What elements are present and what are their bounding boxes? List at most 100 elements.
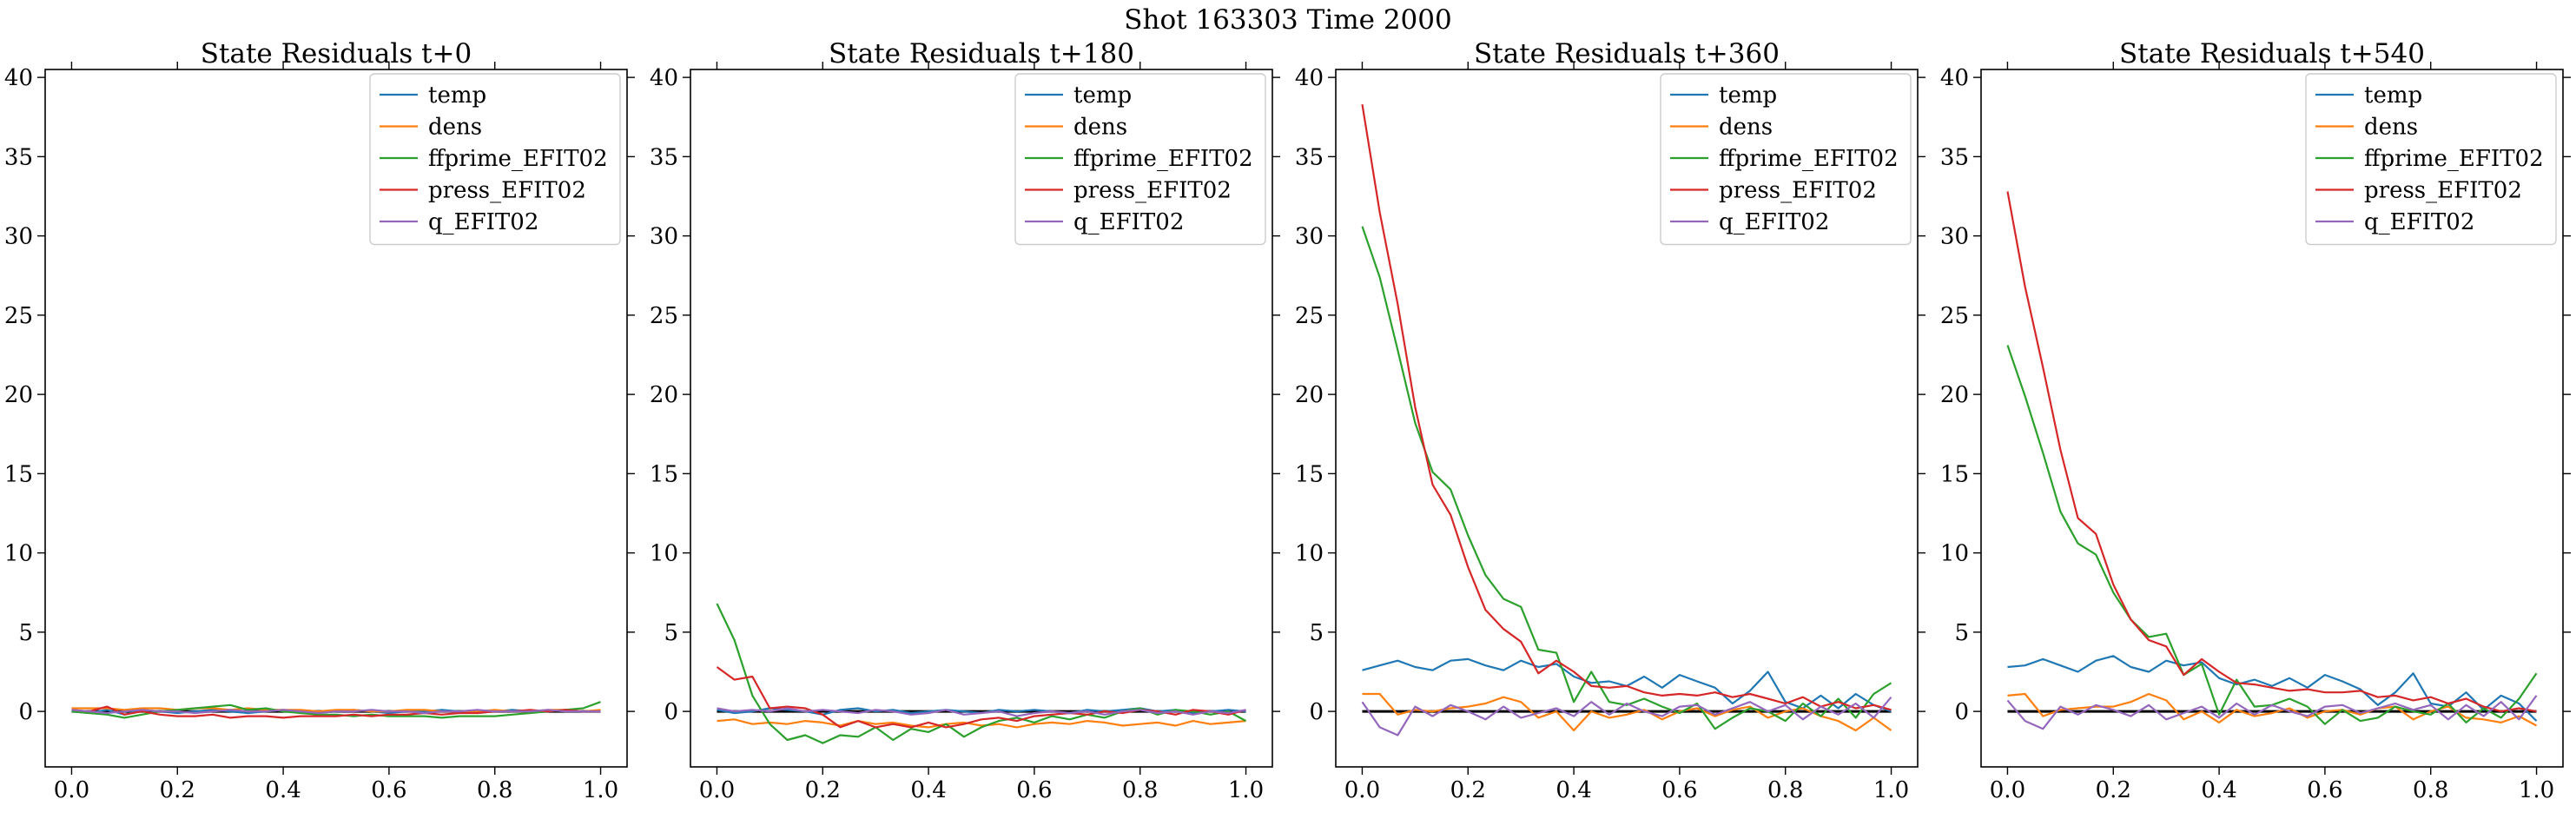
legend-frame <box>2305 73 2557 246</box>
y-tick-label: 20 <box>1295 382 1324 408</box>
legend-label-ffprime_EFIT02: ffprime_EFIT02 <box>1719 146 1899 172</box>
legend-label-press_EFIT02: press_EFIT02 <box>2364 178 2522 204</box>
y-tick-label: 35 <box>4 144 33 170</box>
x-tick-label: 0.6 <box>1661 777 1697 803</box>
y-tick-label: 20 <box>1940 382 1969 408</box>
y-tick-label: 30 <box>650 224 678 250</box>
y-tick-label: 25 <box>650 303 678 329</box>
legend: temp dens ffprime_EFIT02 press_EFIT02 q_EFIT… <box>1014 73 1266 246</box>
y-tick-label: 40 <box>4 65 33 91</box>
y-tick-label: 40 <box>1295 65 1324 91</box>
y-tick-label: 5 <box>1954 620 1969 646</box>
x-tick-label: 1.0 <box>2519 777 2554 803</box>
y-tick-label: 30 <box>1295 224 1324 250</box>
legend: temp dens ffprime_EFIT02 press_EFIT02 q_EFIT… <box>369 73 621 246</box>
series-lines <box>716 603 1247 744</box>
y-tick-label: 15 <box>1940 461 1969 487</box>
axes-frame <box>1980 69 2564 768</box>
series-lines <box>2006 191 2538 730</box>
axes-frame <box>1335 69 1919 768</box>
series-line-q_EFIT02 <box>2006 695 2538 730</box>
y-tick-label: 25 <box>1940 303 1969 329</box>
subplot-grid: State Residuals t+0 0.0 0.2 0.4 0.6 0.8 1.0 0 5 1… <box>4 38 2571 803</box>
y-tick-label: 5 <box>664 620 678 646</box>
legend: temp dens ffprime_EFIT02 press_EFIT02 q_EFIT… <box>2305 73 2557 246</box>
x-tick-label: 0.0 <box>54 777 89 803</box>
y-tick-label: 15 <box>650 461 678 487</box>
legend-label-q_EFIT02: q_EFIT02 <box>428 209 538 235</box>
subplot-title: State Residuals t+0 <box>201 38 472 69</box>
y-tick-label: 40 <box>650 65 678 91</box>
y-tick-label: 35 <box>1295 144 1324 170</box>
y-tick-label: 0 <box>1309 699 1324 725</box>
legend-label-ffprime_EFIT02: ffprime_EFIT02 <box>1073 146 1253 172</box>
series-line-ffprime_EFIT02 <box>1361 226 1892 730</box>
x-tick-label: 0.4 <box>2201 777 2236 803</box>
y-tick-label: 15 <box>4 461 33 487</box>
series-line-press_EFIT02 <box>1361 104 1892 711</box>
y-tick-label: 25 <box>4 303 33 329</box>
legend-label-temp: temp <box>2364 83 2422 109</box>
x-tick-label: 0.8 <box>2413 777 2448 803</box>
legend-label-dens: dens <box>1073 115 1127 141</box>
legend-label-q_EFIT02: q_EFIT02 <box>2364 209 2474 235</box>
x-tick-label: 0.4 <box>910 777 946 803</box>
subplot-3: State Residuals t+360 0.0 0.2 0.4 0.6 0.8 1.0 0… <box>1295 38 1925 803</box>
legend: temp dens ffprime_EFIT02 press_EFIT02 q_EFIT… <box>1660 73 1912 246</box>
subplot-title: State Residuals t+540 <box>2119 38 2425 69</box>
y-tick-label: 10 <box>1295 541 1324 567</box>
y-tick-label: 25 <box>1295 303 1324 329</box>
y-tick-label: 0 <box>1954 699 1969 725</box>
legend-label-dens: dens <box>1719 115 1773 141</box>
y-tick-label: 5 <box>18 620 33 646</box>
y-tick-label: 30 <box>1940 224 1969 250</box>
y-tick-label: 20 <box>650 382 678 408</box>
x-tick-label: 1.0 <box>1873 777 1909 803</box>
legend-label-q_EFIT02: q_EFIT02 <box>1073 209 1184 235</box>
x-tick-label: 0.2 <box>805 777 841 803</box>
legend-label-ffprime_EFIT02: ffprime_EFIT02 <box>428 146 608 172</box>
y-tick-label: 35 <box>1940 144 1969 170</box>
subplot-1: State Residuals t+0 0.0 0.2 0.4 0.6 0.8 1.0 0 5 1… <box>4 38 635 803</box>
axes-frame <box>44 69 628 768</box>
series-line-ffprime_EFIT02 <box>716 603 1247 744</box>
legend-label-press_EFIT02: press_EFIT02 <box>1719 178 1877 204</box>
series-line-q_EFIT02 <box>1361 696 1892 736</box>
y-tick-label: 10 <box>1940 541 1969 567</box>
legend-label-press_EFIT02: press_EFIT02 <box>1073 178 1232 204</box>
legend-label-press_EFIT02: press_EFIT02 <box>428 178 586 204</box>
series-line-dens <box>717 718 1246 729</box>
series-line-press_EFIT02 <box>716 666 1246 729</box>
x-tick-label: 0.6 <box>1016 777 1052 803</box>
legend-label-temp: temp <box>1073 83 1132 109</box>
legend-label-dens: dens <box>2364 115 2418 141</box>
axes-frame <box>690 69 1273 768</box>
subplot-4: State Residuals t+540 0.0 0.2 0.4 0.6 0.8 1.0 0… <box>1940 38 2571 803</box>
x-tick-label: 0.2 <box>2096 777 2131 803</box>
x-tick-label: 0.4 <box>265 777 301 803</box>
y-tick-label: 10 <box>650 541 678 567</box>
legend-label-dens: dens <box>428 115 482 141</box>
y-tick-label: 40 <box>1940 65 1969 91</box>
x-tick-label: 0.0 <box>699 777 735 803</box>
x-tick-label: 0.0 <box>1344 777 1380 803</box>
x-tick-label: 0.8 <box>1767 777 1803 803</box>
y-tick-label: 35 <box>650 144 678 170</box>
figure-suptitle: Shot 163303 Time 2000 <box>1124 4 1451 36</box>
series-line-q_EFIT02 <box>717 707 1246 717</box>
series-line-dens <box>2007 692 2538 727</box>
x-tick-label: 1.0 <box>583 777 618 803</box>
subplot-title: State Residuals t+360 <box>1474 38 1780 69</box>
y-tick-label: 0 <box>18 699 33 725</box>
subplot-title: State Residuals t+180 <box>829 38 1134 69</box>
series-line-press_EFIT02 <box>2006 191 2537 713</box>
legend-label-ffprime_EFIT02: ffprime_EFIT02 <box>2364 146 2544 172</box>
subplot-2: State Residuals t+180 0.0 0.2 0.4 0.6 0.8 1.0 0… <box>650 38 1280 803</box>
series-lines <box>1361 104 1892 736</box>
x-tick-label: 0.6 <box>2307 777 2342 803</box>
x-tick-label: 1.0 <box>1228 777 1264 803</box>
legend-label-temp: temp <box>1719 83 1777 109</box>
x-tick-label: 0.2 <box>160 777 195 803</box>
x-tick-label: 0.8 <box>1122 777 1158 803</box>
